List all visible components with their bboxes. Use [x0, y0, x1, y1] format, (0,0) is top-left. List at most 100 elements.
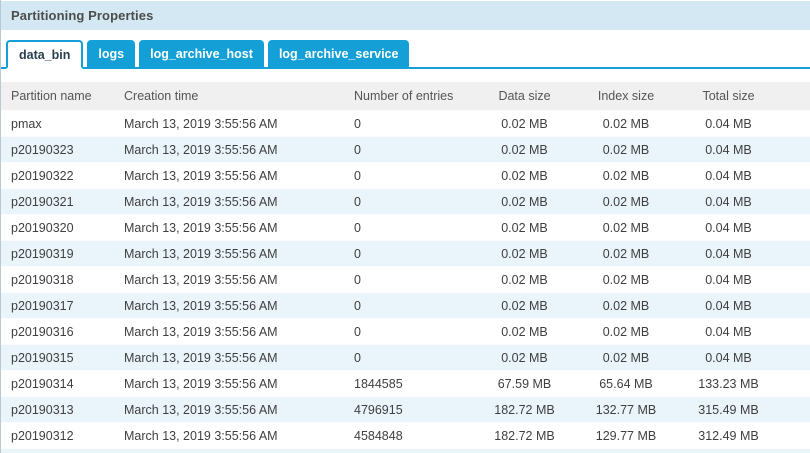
table-cell: 129.77 MB	[581, 423, 671, 449]
table-cell: 0.02 MB	[581, 111, 671, 137]
table-body: pmaxMarch 13, 2019 3:55:56 AM00.02 MB0.0…	[1, 111, 810, 453]
table-cell: 0	[344, 241, 468, 267]
table-cell: p20190314	[1, 371, 114, 397]
table-cell: March 13, 2019 3:55:56 AM	[114, 189, 344, 215]
table-cell: March 13, 2019 3:55:56 AM	[114, 449, 344, 453]
table-cell: March 13, 2019 3:55:56 AM	[114, 397, 344, 423]
table-cell: March 13, 2019 3:55:56 AM	[114, 137, 344, 163]
table-cell: 0.02 MB	[468, 267, 581, 293]
table-cell: p20190311	[1, 449, 114, 453]
table-cell-spacer	[786, 397, 810, 423]
table-cell: March 13, 2019 3:55:56 AM	[114, 267, 344, 293]
table-cell: March 13, 2019 3:55:56 AM	[114, 111, 344, 137]
table-row: p20190319March 13, 2019 3:55:56 AM00.02 …	[1, 241, 810, 267]
table-cell: p20190318	[1, 267, 114, 293]
table-cell: p20190312	[1, 423, 114, 449]
table-cell: 0.04 MB	[671, 137, 786, 163]
table-cell: 133.23 MB	[671, 371, 786, 397]
table-cell: p20190321	[1, 189, 114, 215]
table-cell-spacer	[786, 215, 810, 241]
table-cell-spacer	[786, 267, 810, 293]
table-cell: March 13, 2019 3:55:56 AM	[114, 215, 344, 241]
table-cell: p20190322	[1, 163, 114, 189]
table-cell: p20190319	[1, 241, 114, 267]
table-cell: p20190313	[1, 397, 114, 423]
table-row: p20190318March 13, 2019 3:55:56 AM00.02 …	[1, 267, 810, 293]
table-cell: 0	[344, 293, 468, 319]
table-row: pmaxMarch 13, 2019 3:55:56 AM00.02 MB0.0…	[1, 111, 810, 137]
column-header: Total size	[671, 82, 786, 111]
panel-header: Partitioning Properties	[1, 0, 810, 30]
table-cell: 0	[344, 319, 468, 345]
column-header: Creation time	[114, 82, 344, 111]
tab-log_archive_service[interactable]: log_archive_service	[268, 40, 410, 67]
table-cell: 0.02 MB	[581, 189, 671, 215]
table-cell: 0.02 MB	[468, 241, 581, 267]
table-row: p20190311March 13, 2019 3:55:56 AM458458…	[1, 449, 810, 453]
tab-data_bin[interactable]: data_bin	[6, 40, 83, 69]
table-row: p20190315March 13, 2019 3:55:56 AM00.02 …	[1, 345, 810, 371]
table-cell: 0.04 MB	[671, 345, 786, 371]
column-header: Partition name	[1, 82, 114, 111]
table-row: p20190312March 13, 2019 3:55:56 AM458484…	[1, 423, 810, 449]
table-cell-spacer	[786, 423, 810, 449]
table-cell: 0	[344, 345, 468, 371]
table-cell: March 13, 2019 3:55:56 AM	[114, 163, 344, 189]
table-cell: 0.04 MB	[671, 215, 786, 241]
table-cell: 182.72 MB	[468, 397, 581, 423]
table-cell: 0.02 MB	[468, 189, 581, 215]
table-cell: 0	[344, 215, 468, 241]
table-cell: 0.02 MB	[468, 293, 581, 319]
table-cell: 0.02 MB	[581, 137, 671, 163]
table-cell: 0.02 MB	[468, 137, 581, 163]
table-row: p20190314March 13, 2019 3:55:56 AM184458…	[1, 371, 810, 397]
table-cell-spacer	[786, 241, 810, 267]
table-cell: 0	[344, 111, 468, 137]
table-cell: 4796915	[344, 397, 468, 423]
table-cell: p20190316	[1, 319, 114, 345]
table-cell: 0.04 MB	[671, 163, 786, 189]
table-cell: 312.49 MB	[671, 449, 786, 453]
table-row: p20190320March 13, 2019 3:55:56 AM0 0.02 …	[1, 215, 810, 241]
table-cell: p20190320	[1, 215, 114, 241]
table-cell: March 13, 2019 3:55:56 AM	[114, 345, 344, 371]
table-cell: 1844585	[344, 371, 468, 397]
table-header-row: Partition nameCreation timeNumber of ent…	[1, 82, 810, 111]
table-cell: March 13, 2019 3:55:56 AM	[114, 241, 344, 267]
tab-bar: data_binlogslog_archive_hostlog_archive_…	[1, 40, 810, 69]
table-cell: 0	[344, 267, 468, 293]
table-cell: 0.02 MB	[581, 293, 671, 319]
column-header: Number of entries	[344, 82, 468, 111]
table-cell-spacer	[786, 111, 810, 137]
table-row: p20190316March 13, 2019 3:55:56 AM00.02 …	[1, 319, 810, 345]
page-title: Partitioning Properties	[11, 8, 153, 23]
table-cell: March 13, 2019 3:55:56 AM	[114, 423, 344, 449]
table-cell: 0.02 MB	[581, 215, 671, 241]
table-cell-spacer	[786, 449, 810, 453]
table-cell: 132.77 MB	[581, 397, 671, 423]
table-cell-spacer	[786, 163, 810, 189]
partitioning-properties-panel: Partitioning Properties data_binlogslog_…	[0, 0, 810, 453]
table-cell: 0.04 MB	[671, 267, 786, 293]
table-cell: 0.02 MB	[581, 319, 671, 345]
column-header: Index size	[581, 82, 671, 111]
table-cell: March 13, 2019 3:55:56 AM	[114, 319, 344, 345]
tab-logs[interactable]: logs	[87, 40, 135, 67]
table-cell: 182.72 MB	[468, 423, 581, 449]
table-cell: pmax	[1, 111, 114, 137]
table-cell-spacer	[786, 137, 810, 163]
table-cell: 182.72 MB	[468, 449, 581, 453]
table-row: p20190323March 13, 2019 3:55:56 AM00.02 …	[1, 137, 810, 163]
table-cell: 0	[344, 163, 468, 189]
table-cell-spacer	[786, 293, 810, 319]
table-cell: 0.04 MB	[671, 241, 786, 267]
table-cell: 0.02 MB	[468, 319, 581, 345]
table-cell: 0.02 MB	[581, 345, 671, 371]
table-cell-spacer	[786, 189, 810, 215]
tab-log_archive_host[interactable]: log_archive_host	[139, 40, 264, 67]
table-cell: 0.04 MB	[671, 293, 786, 319]
table-row: p20190313March 13, 2019 3:55:56 AM479691…	[1, 397, 810, 423]
table-cell: 312.49 MB	[671, 423, 786, 449]
table-cell: 0.02 MB	[581, 267, 671, 293]
table-row: p20190322March 13, 2019 3:55:56 AM00.02 …	[1, 163, 810, 189]
